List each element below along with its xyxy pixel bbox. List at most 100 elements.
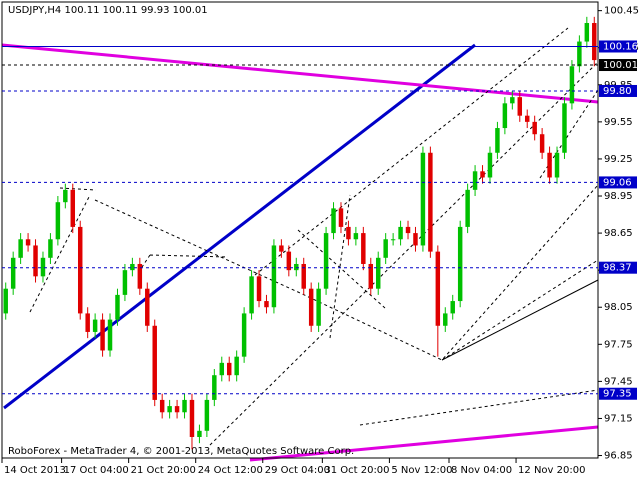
- candle-body: [189, 399, 195, 437]
- trend-line: [1, 43, 599, 104]
- x-tick-label: 5 Nov 12:00: [391, 465, 452, 476]
- candle-body: [428, 152, 433, 252]
- candle-body: [554, 152, 560, 178]
- candle-body: [361, 233, 366, 264]
- candle-body: [70, 189, 76, 227]
- candle-body: [122, 270, 128, 295]
- candle-body: [100, 319, 105, 351]
- level-label: 97.35: [603, 389, 632, 400]
- candle-body: [256, 276, 262, 302]
- y-tick-label: 97.45: [604, 376, 633, 387]
- chart-title: USDJPY,H4 100.11 100.11 99.93 100.01: [8, 5, 208, 16]
- candle-body: [18, 239, 23, 258]
- candle-body: [405, 226, 411, 234]
- candle-body: [294, 263, 299, 271]
- candle-body: [55, 202, 61, 240]
- x-tick-label: 31 Oct 20:00: [324, 465, 389, 476]
- y-tick-label: 97.15: [604, 413, 633, 424]
- level-label: 99.06: [603, 177, 632, 188]
- level-label: 99.80: [603, 86, 632, 97]
- channel-line: [29, 27, 599, 446]
- y-tick-label: 98.95: [604, 191, 633, 202]
- candle-body: [204, 399, 210, 431]
- level-label: 100.16: [603, 41, 638, 52]
- candle-body: [249, 276, 254, 314]
- level-label: 100.01: [603, 60, 638, 71]
- candle-body: [212, 375, 217, 400]
- candle-body: [301, 263, 306, 289]
- candle-body: [495, 128, 500, 153]
- candle-body: [10, 257, 16, 289]
- candle-body: [145, 288, 150, 326]
- candle-body: [472, 171, 478, 190]
- candle-body: [308, 288, 314, 326]
- candle-body: [502, 103, 508, 129]
- candle-body: [234, 356, 239, 376]
- candle-body: [286, 251, 292, 271]
- candle-body: [115, 294, 120, 320]
- candle-body: [465, 189, 470, 227]
- candle-body: [375, 257, 381, 289]
- level-label-bg: [599, 387, 637, 400]
- candle-body: [85, 313, 90, 332]
- candle-body: [510, 97, 515, 104]
- candle-body: [353, 233, 359, 240]
- y-tick-label: 98.65: [604, 228, 633, 239]
- candle-body: [420, 152, 426, 246]
- trend-line: [441, 279, 599, 361]
- candle-body: [539, 134, 545, 153]
- candle-body: [33, 245, 38, 277]
- candle-body: [390, 239, 396, 241]
- y-tick-label: 97.75: [604, 339, 633, 350]
- drawing-tools: [1, 27, 599, 462]
- candle-body: [577, 41, 582, 67]
- candle-body: [592, 23, 597, 61]
- candle-body: [562, 103, 567, 153]
- x-tick-label: 12 Nov 20:00: [518, 465, 585, 476]
- plot-frame: [1, 1, 599, 459]
- candle-body: [398, 226, 403, 240]
- level-label-bg: [599, 40, 637, 53]
- candle-body: [167, 406, 172, 413]
- candle-body: [487, 152, 493, 178]
- y-tick-label: 98.05: [604, 302, 633, 313]
- x-tick-label: 8 Nov 04:00: [451, 465, 512, 476]
- candle-body: [450, 301, 455, 314]
- candle-body: [547, 152, 552, 178]
- level-label-bg: [599, 176, 637, 189]
- candle-body: [480, 171, 485, 178]
- candle-body: [241, 313, 247, 357]
- candle-body: [584, 23, 590, 42]
- trend-line: [249, 425, 599, 462]
- candle-body: [63, 189, 68, 203]
- candle-body: [413, 233, 418, 246]
- candle-body: [48, 239, 53, 258]
- y-tick-label: 96.85: [604, 451, 633, 462]
- candle-body: [316, 288, 321, 326]
- x-tick-label: 14 Oct 2013: [4, 465, 66, 476]
- x-tick-label: 17 Oct 04:00: [64, 465, 129, 476]
- level-label: 98.37: [603, 263, 632, 274]
- candle-body: [524, 115, 530, 122]
- candle-body: [25, 239, 31, 246]
- candle-body: [532, 121, 537, 135]
- x-tick-label: 21 Oct 20:00: [131, 465, 196, 476]
- candle-body: [435, 251, 441, 326]
- candle-body: [457, 226, 463, 302]
- candle-body: [331, 208, 336, 234]
- candle-body: [368, 263, 374, 289]
- candle-body: [137, 263, 143, 289]
- x-tick-label: 29 Oct 04:00: [265, 465, 330, 476]
- candle-body: [130, 263, 135, 271]
- y-tick-label: 99.25: [604, 154, 633, 165]
- candle-body: [338, 208, 344, 227]
- candle-body: [182, 399, 187, 413]
- candle-body: [271, 245, 277, 308]
- candle-body: [383, 239, 388, 258]
- level-label-bg: [599, 84, 637, 97]
- y-tick-label: 100.45: [604, 6, 639, 17]
- candle-body: [226, 362, 232, 376]
- footer: RoboForex - MetaTrader 4, © 2001-2013, M…: [8, 446, 354, 457]
